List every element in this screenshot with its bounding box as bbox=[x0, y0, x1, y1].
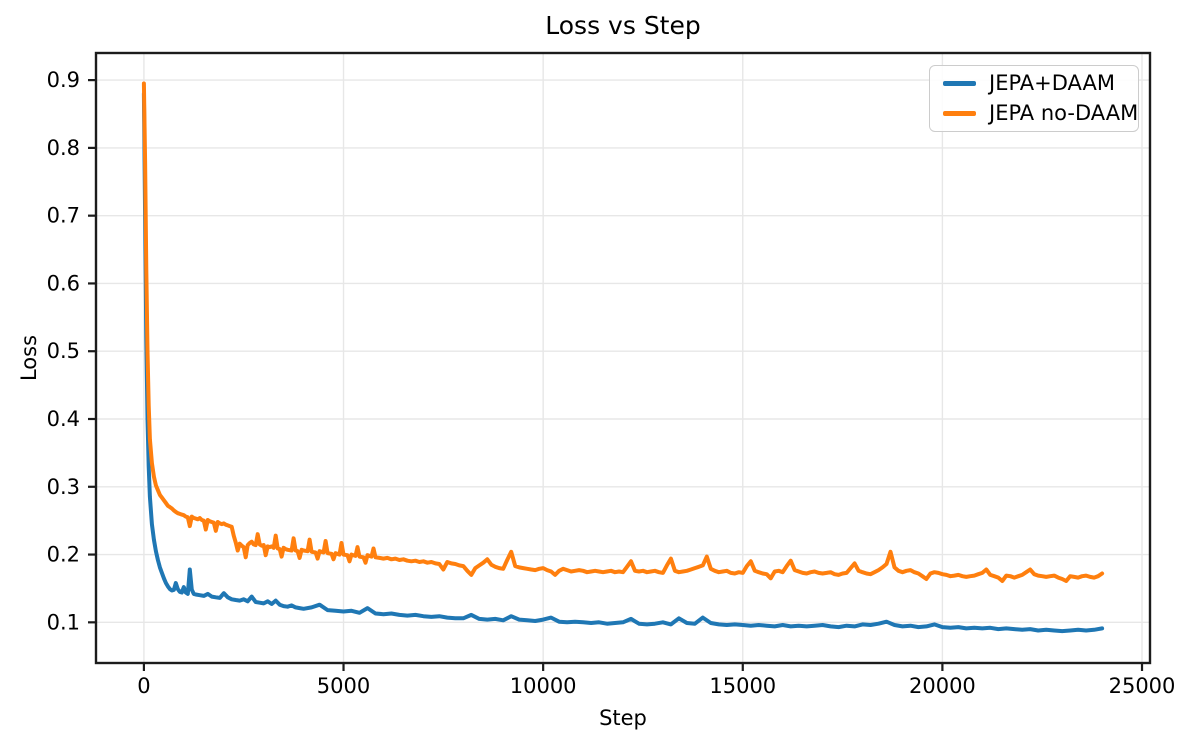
y-axis-label: Loss bbox=[17, 335, 41, 381]
x-tick-label: 0 bbox=[137, 674, 150, 698]
y-tick-label: 0.8 bbox=[47, 136, 80, 160]
x-tick-label: 25000 bbox=[1109, 674, 1176, 698]
legend-item: JEPA no-DAAM bbox=[943, 101, 1139, 125]
tick-layer bbox=[88, 79, 1144, 671]
y-tick-label: 0.3 bbox=[47, 475, 80, 499]
series-line-jepa-no-daam bbox=[141, 81, 1105, 583]
axes-frame bbox=[94, 51, 1152, 665]
x-tick-label: 5000 bbox=[317, 674, 370, 698]
y-tick-label: 0.2 bbox=[47, 543, 80, 567]
y-tick-label: 0.5 bbox=[47, 339, 80, 363]
chart-title: Loss vs Step bbox=[545, 11, 700, 40]
x-tick-label: 20000 bbox=[909, 674, 976, 698]
y-tick-label: 0.4 bbox=[47, 407, 80, 431]
y-tick-label: 0.1 bbox=[47, 610, 80, 634]
series-line-jepa-daam bbox=[141, 91, 1105, 634]
series-layer bbox=[141, 81, 1105, 634]
y-tick-label: 0.6 bbox=[47, 271, 80, 295]
legend-box: JEPA+DAAM JEPA no-DAAM bbox=[929, 65, 1139, 132]
y-tick-label: 0.7 bbox=[47, 204, 80, 228]
y-tick-label: 0.9 bbox=[47, 68, 80, 92]
grid-layer bbox=[96, 53, 1150, 663]
legend-label: JEPA no-DAAM bbox=[989, 101, 1139, 125]
legend-label: JEPA+DAAM bbox=[989, 70, 1115, 95]
tick-label-layer: 0 5000 10000 15000 20000 25000 0.1 0.2 0.3 0.4 0.5… bbox=[47, 68, 1176, 698]
x-tick-label: 10000 bbox=[510, 674, 577, 698]
legend-item: JEPA+DAAM bbox=[943, 70, 1138, 95]
x-axis-label: Step bbox=[599, 706, 647, 730]
legend-line-sample-orange bbox=[943, 111, 976, 117]
x-tick-label: 15000 bbox=[709, 674, 776, 698]
legend-line-sample-blue bbox=[943, 80, 976, 86]
